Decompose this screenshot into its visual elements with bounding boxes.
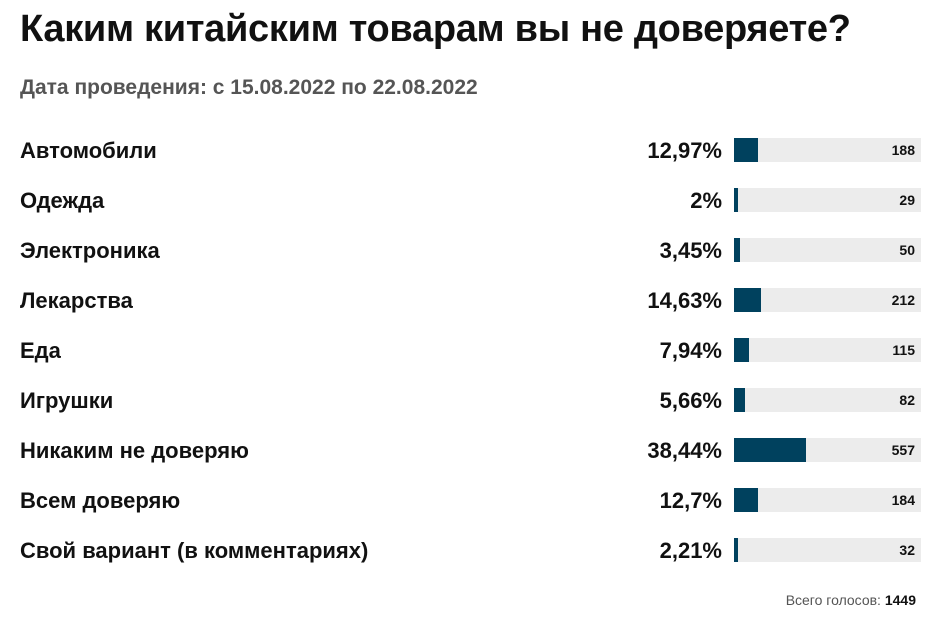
option-percent: 7,94% (659, 338, 722, 363)
vote-count: 32 (899, 542, 915, 558)
poll-row: Автомобили 12,97% 188 (0, 126, 952, 176)
poll-row: Одежда 2% 29 (0, 176, 952, 226)
bar-fill (734, 388, 745, 412)
vote-count: 212 (891, 292, 915, 308)
total-votes-label: Всего голосов: (785, 592, 881, 608)
vote-count: 557 (891, 442, 915, 458)
bar-track: 32 (734, 538, 921, 562)
poll-row: Электроника 3,45% 50 (0, 226, 952, 276)
vote-count: 29 (899, 192, 915, 208)
poll-date-range: Дата проведения: с 15.08.2022 по 22.08.2… (20, 76, 478, 99)
vote-count: 82 (899, 392, 915, 408)
vote-count: 50 (899, 242, 915, 258)
option-label: Всем доверяю (20, 488, 181, 513)
bar-track: 82 (734, 388, 921, 412)
option-percent: 12,7% (659, 488, 722, 513)
page-title: Каким китайским товарам вы не доверяете? (20, 8, 851, 50)
poll-row: Игрушки 5,66% 82 (0, 376, 952, 426)
option-percent: 14,63% (647, 288, 722, 313)
poll-row: Лекарства 14,63% 212 (0, 276, 952, 326)
bar-track: 184 (734, 488, 921, 512)
total-votes-value: 1449 (884, 592, 916, 608)
vote-count: 115 (892, 342, 915, 358)
option-label: Свой вариант (в комментариях) (20, 538, 369, 563)
bar-track: 50 (734, 238, 921, 262)
option-percent: 12,97% (647, 138, 722, 163)
poll-row: Еда 7,94% 115 (0, 326, 952, 376)
option-label: Одежда (20, 188, 105, 213)
bar-track: 557 (734, 438, 921, 462)
poll-results: Автомобили 12,97% 188 Одежда 2% 29 Электроника… (0, 126, 952, 576)
option-percent: 38,44% (647, 438, 722, 463)
option-label: Электроника (20, 238, 160, 263)
bar-track: 212 (734, 288, 921, 312)
bar-fill (734, 438, 806, 462)
vote-count: 188 (891, 142, 915, 158)
bar-fill (734, 138, 758, 162)
option-label: Еда (20, 338, 61, 363)
poll-row: Свой вариант (в комментариях) 2,21% 32 (0, 526, 952, 576)
bar-fill (734, 488, 758, 512)
option-label: Лекарства (20, 288, 133, 313)
bar-fill (734, 338, 749, 362)
bar-fill (734, 188, 738, 212)
poll-row: Никаким не доверяю 38,44% 557 (0, 426, 952, 476)
option-label: Автомобили (20, 138, 157, 163)
bar-track: 115 (734, 338, 921, 362)
total-votes: Всего голосов: 1449 (786, 592, 916, 608)
option-percent: 3,45% (659, 238, 722, 263)
vote-count: 184 (891, 492, 915, 508)
option-label: Никаким не доверяю (20, 438, 249, 463)
option-percent: 2% (690, 188, 722, 213)
option-percent: 5,66% (659, 388, 722, 413)
bar-track: 29 (734, 188, 921, 212)
bar-track: 188 (734, 138, 921, 162)
bar-fill (734, 238, 740, 262)
option-label: Игрушки (20, 388, 114, 413)
bar-fill (734, 288, 761, 312)
bar-fill (734, 538, 738, 562)
option-percent: 2,21% (659, 538, 722, 563)
poll-row: Всем доверяю 12,7% 184 (0, 476, 952, 526)
